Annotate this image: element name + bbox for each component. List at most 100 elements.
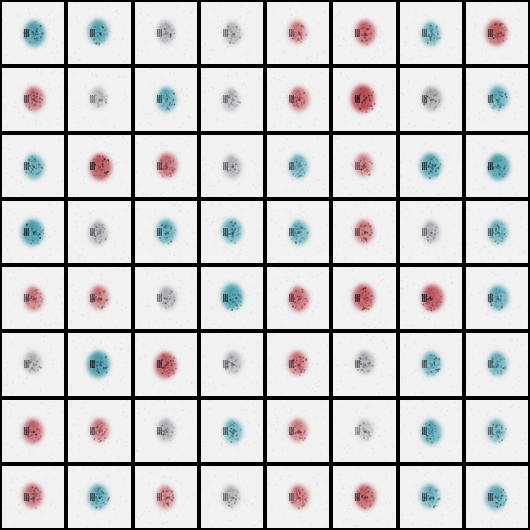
sample-tile: [465, 465, 528, 528]
sample-image: [333, 7, 394, 60]
sample-tile: [333, 200, 396, 263]
sample-image: [339, 466, 394, 527]
sample-tile: [68, 68, 131, 131]
sample-image: [201, 202, 262, 261]
sample-image: [70, 335, 130, 391]
sample-tile: [333, 2, 396, 65]
sample-image: [402, 200, 461, 263]
sample-image: [69, 400, 130, 459]
sample-tile: [399, 134, 462, 197]
sample-image: [135, 2, 194, 58]
sample-image: [469, 466, 526, 527]
sample-tile: [267, 200, 330, 263]
sample-image: [136, 202, 196, 262]
sample-tile: [465, 68, 528, 131]
sample-tile: [267, 267, 330, 330]
sample-image: [200, 273, 259, 329]
sample-tile: [267, 399, 330, 462]
sample-tile: [134, 333, 197, 396]
sample-tile: [2, 399, 65, 462]
sample-tile: [267, 465, 330, 528]
sample-image: [400, 141, 461, 195]
sample-tile: [465, 2, 528, 65]
sample-tile: [465, 333, 528, 396]
sample-tile: [68, 399, 131, 462]
sample-tile: [2, 465, 65, 528]
sample-image: [134, 466, 195, 527]
sample-tile: [399, 2, 462, 65]
sample-image: [201, 468, 261, 528]
sample-image: [201, 333, 261, 394]
sample-tile: [134, 465, 197, 528]
sample-image: [138, 68, 191, 129]
sample-image: [470, 401, 527, 461]
sample-tile: [465, 134, 528, 197]
sample-tile: [134, 2, 197, 65]
sample-tile: [200, 267, 263, 330]
sample-tile: [2, 68, 65, 131]
sample-image: [134, 336, 196, 395]
sample-image: [267, 466, 329, 528]
sample-image: [135, 134, 195, 196]
sample-tile: [2, 134, 65, 197]
sample-tile: [465, 200, 528, 263]
sample-tile: [200, 200, 263, 263]
sample-image: [400, 400, 459, 461]
sample-tile: [68, 465, 131, 528]
sample-tile: [333, 465, 396, 528]
sample-tile: [2, 333, 65, 396]
sample-image: [4, 466, 61, 527]
sample-image: [71, 135, 129, 196]
sample-tile: [68, 333, 131, 396]
sample-image: [138, 267, 196, 327]
sample-image: [268, 201, 328, 261]
sample-tile: [2, 267, 65, 330]
sample-tile: [200, 399, 263, 462]
sample-image: [335, 68, 395, 128]
sample-image: [201, 400, 262, 459]
sample-image: [2, 401, 63, 460]
sample-image: [400, 466, 460, 526]
sample-image: [200, 2, 261, 64]
sample-tile: [134, 267, 197, 330]
sample-tile: [2, 2, 65, 65]
sample-tile: [134, 68, 197, 131]
sample-image: [466, 200, 528, 262]
sample-image: [68, 68, 129, 130]
sample-tile: [333, 333, 396, 396]
sample-image: [400, 267, 461, 327]
sample-image: [466, 68, 527, 127]
sample-image: [202, 138, 261, 196]
sample-tile: [465, 399, 528, 462]
sample-image: [400, 4, 461, 61]
sample-tile: [200, 134, 263, 197]
sample-image: [468, 268, 522, 327]
sample-image: [267, 333, 328, 395]
sample-tile: [267, 2, 330, 65]
sample-image: [333, 135, 395, 195]
sample-image: [7, 267, 63, 328]
sample-tile: [200, 465, 263, 528]
sample-tile: [267, 333, 330, 396]
sample-image: [69, 2, 129, 62]
sample-image: [334, 334, 395, 395]
sample-image: [2, 68, 63, 129]
sample-image: [69, 267, 127, 328]
sample-tile: [134, 399, 197, 462]
sample-tile: [68, 200, 131, 263]
sample-tile: [399, 68, 462, 131]
sample-tile: [333, 267, 396, 330]
sample-image: [201, 68, 262, 128]
sample-image: [68, 466, 127, 528]
sample-image: [2, 136, 63, 196]
sample-tile: [333, 68, 396, 131]
sample-tile: [68, 134, 131, 197]
sample-tile: [68, 267, 131, 330]
sample-image: [2, 333, 63, 394]
sample-image: [400, 69, 460, 130]
sample-image: [468, 335, 528, 394]
sample-tile: [267, 68, 330, 131]
sample-tile: [68, 2, 131, 65]
sample-image: [135, 399, 196, 461]
sample-image: [401, 334, 461, 395]
